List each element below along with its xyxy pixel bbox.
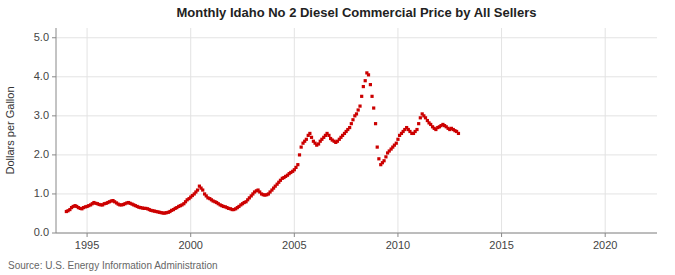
point (196, 188, 199, 191)
point (350, 122, 353, 125)
title: Monthly Idaho No 2 Diesel Commercial Pri… (176, 5, 536, 20)
point (317, 142, 320, 145)
x-tick-label: 2005 (282, 239, 306, 251)
y-tick-label: 1.0 (34, 187, 49, 199)
x-tick-label: 1995 (75, 239, 99, 251)
point (396, 138, 399, 141)
point (296, 163, 299, 166)
y-grid-line (56, 76, 657, 77)
x-grid-line (190, 28, 191, 233)
point (355, 112, 358, 115)
x-tick (397, 233, 398, 237)
x-tick-label: 2000 (178, 239, 202, 251)
y-tick-label: 5.0 (34, 31, 49, 43)
grid (56, 28, 657, 233)
x-grid-line (294, 28, 295, 233)
x-tick (501, 233, 502, 237)
point (298, 153, 301, 156)
point (310, 136, 313, 139)
point (457, 132, 460, 135)
point (201, 188, 204, 191)
x-tick (87, 233, 88, 237)
point (370, 95, 373, 98)
source-annotation: Source: U.S. Energy Information Administ… (8, 260, 218, 271)
y-tick (52, 233, 56, 234)
point (424, 116, 427, 119)
point (351, 118, 354, 121)
point (348, 126, 351, 129)
chart: 0.0 1.0 2.0 3.0 4.0 5.0 1995 2000 2005 2010 2015 20… (0, 0, 675, 275)
point (415, 128, 418, 131)
x-tick-label: 2010 (386, 239, 410, 251)
point (372, 106, 375, 109)
y-tick-label: 4.0 (34, 70, 49, 82)
point (367, 73, 370, 76)
point (369, 83, 372, 86)
point (327, 134, 330, 137)
point (305, 138, 308, 141)
points (65, 71, 460, 214)
y-tick (52, 115, 56, 116)
axes: 0.0 1.0 2.0 3.0 4.0 5.0 1995 2000 2005 2010 2015 20… (34, 28, 657, 251)
x-tick (605, 233, 606, 237)
y-grid-line (56, 37, 657, 38)
point (308, 132, 311, 135)
x-grid-line (397, 28, 398, 233)
y-grid-line (56, 154, 657, 155)
point (417, 122, 420, 125)
x-tick-label: 2015 (489, 239, 513, 251)
point (362, 85, 365, 88)
point (376, 145, 379, 148)
point (358, 104, 361, 107)
y-tick-label: 3.0 (34, 109, 49, 121)
y-tick (52, 76, 56, 77)
point (382, 159, 385, 162)
y-grid-line (56, 193, 657, 194)
y-axis-line (56, 28, 57, 233)
point (374, 122, 377, 125)
y-tick-label: 2.0 (34, 148, 49, 160)
x-axis-line (56, 233, 657, 234)
point (360, 95, 363, 98)
x-tick-label: 2020 (593, 239, 617, 251)
y-tick (52, 154, 56, 155)
point (384, 155, 387, 158)
point (395, 142, 398, 145)
x-grid-line (87, 28, 88, 233)
x-grid-line (501, 28, 502, 233)
point (300, 145, 303, 148)
y-tick (52, 193, 56, 194)
y-tick (52, 37, 56, 38)
point (294, 166, 297, 169)
y-tick-label: 0.0 (34, 226, 49, 238)
y-grid-line (56, 115, 657, 116)
x-tick (294, 233, 295, 237)
point (419, 116, 422, 119)
y-axis-label: Dollars per Gallon (4, 86, 16, 174)
x-tick (190, 233, 191, 237)
x-grid-line (605, 28, 606, 233)
point (377, 157, 380, 160)
point (364, 79, 367, 82)
y-grid-line (56, 233, 657, 234)
point (357, 108, 360, 111)
